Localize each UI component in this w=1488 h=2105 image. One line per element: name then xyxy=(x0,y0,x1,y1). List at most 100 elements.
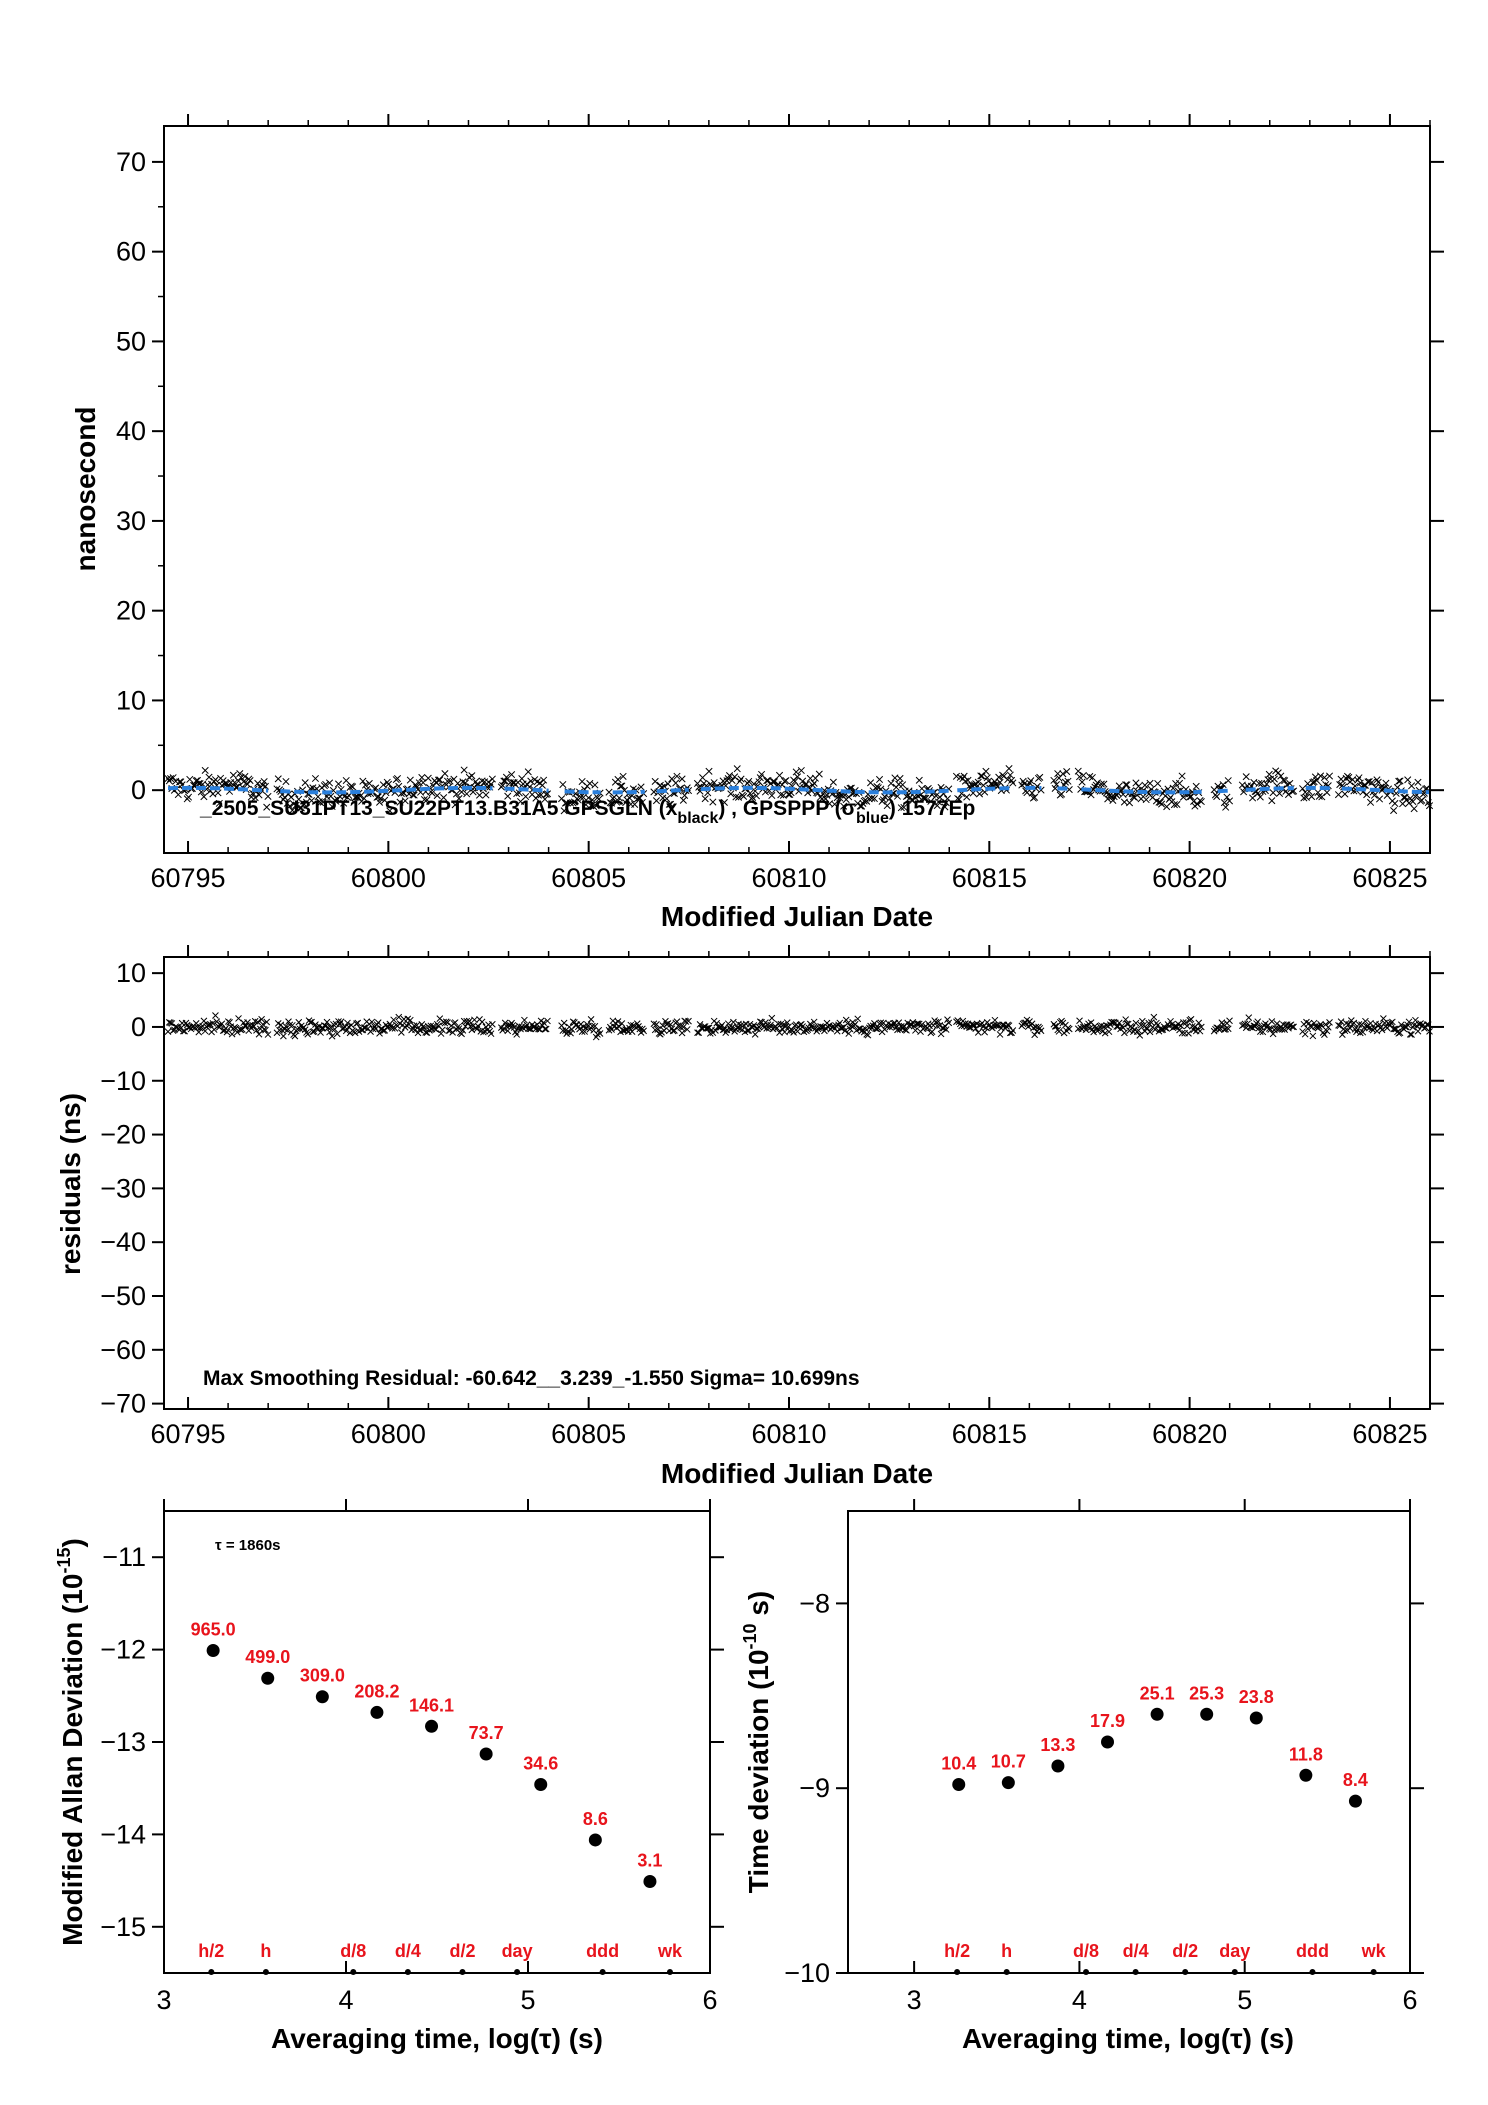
phase-point xyxy=(322,780,330,788)
residual-point xyxy=(1318,1022,1326,1030)
phase-point xyxy=(319,798,327,806)
ppp-trace xyxy=(1217,788,1230,794)
residual-point xyxy=(818,1023,826,1031)
phase-point xyxy=(920,794,928,802)
phase-point xyxy=(1220,799,1228,807)
residual-point xyxy=(337,1018,345,1026)
phase-point xyxy=(1097,780,1105,788)
residual-point xyxy=(654,1026,662,1033)
mdev-point-label: 208.2 xyxy=(354,1681,399,1701)
residual-point xyxy=(347,1021,355,1029)
ppp-trace xyxy=(1341,786,1431,795)
phase-point xyxy=(1079,771,1087,779)
mdev-x-axis-title: Averaging time, log(τ) (s) xyxy=(271,2023,603,2054)
residuals-x-axis-title: Modified Julian Date xyxy=(661,1458,933,1489)
phase-point xyxy=(1254,789,1262,798)
phase-point xyxy=(169,774,177,782)
phase-point xyxy=(482,791,490,799)
phase-point xyxy=(1318,793,1326,801)
residual-point xyxy=(192,1020,200,1027)
residual-point xyxy=(1137,1021,1145,1029)
residual-point xyxy=(660,1027,668,1034)
residual-point xyxy=(1171,1023,1178,1031)
phase-point xyxy=(678,775,686,783)
residual-point xyxy=(536,1026,544,1033)
phase-point xyxy=(261,782,269,790)
x-tick-label: 60825 xyxy=(1352,863,1427,893)
phase-point xyxy=(875,775,884,784)
residuals-summary-annotation: Max Smoothing Residual: -60.642__3.239_-… xyxy=(203,1367,860,1390)
residual-point xyxy=(460,1017,468,1025)
phase-point xyxy=(752,792,761,800)
residual-point xyxy=(782,1022,790,1030)
residual-point xyxy=(439,1026,446,1034)
phase-point xyxy=(274,775,282,783)
residual-point xyxy=(1183,1022,1191,1030)
residual-point xyxy=(228,1030,236,1038)
phase-point xyxy=(731,773,739,781)
phase-point xyxy=(255,791,263,799)
residual-point xyxy=(360,1024,368,1031)
x-tick-label: 6 xyxy=(1402,1985,1417,2015)
phase-point xyxy=(273,785,281,793)
phase-point xyxy=(982,767,990,775)
phase-point xyxy=(899,781,907,789)
phase-point xyxy=(737,775,745,783)
phase-point xyxy=(1225,797,1234,805)
phase-panel: 60795 60800 60805 60810 60815 60820 60825 0 10 20… xyxy=(70,114,1444,932)
residual-point xyxy=(324,1024,332,1031)
phase-point xyxy=(1059,770,1067,778)
residual-point xyxy=(903,1027,910,1034)
phase-point xyxy=(478,777,486,785)
residual-point xyxy=(932,1018,940,1026)
phase-point xyxy=(246,776,254,785)
residual-point xyxy=(673,1018,681,1026)
phase-point xyxy=(1087,791,1095,799)
residual-point xyxy=(1414,1027,1422,1035)
residual-point xyxy=(680,1023,687,1031)
tdev-point-label: 17.9 xyxy=(1090,1711,1125,1731)
ppp-trace xyxy=(167,785,269,793)
residual-point xyxy=(1122,1016,1130,1023)
phase-point xyxy=(524,768,532,776)
phase-point xyxy=(886,794,894,803)
residual-point xyxy=(308,1018,315,1026)
phase-point xyxy=(349,783,357,791)
tdev-point xyxy=(952,1778,966,1792)
phase-point xyxy=(487,780,495,788)
phase-point xyxy=(968,781,976,789)
residual-point xyxy=(1309,1032,1317,1040)
ppp-trace xyxy=(1245,786,1294,792)
phase-point xyxy=(663,795,671,803)
y-tick-label: 70 xyxy=(116,147,146,177)
residual-point xyxy=(262,1026,269,1034)
residual-point xyxy=(1031,1031,1039,1039)
x-tick-label: 3 xyxy=(907,1985,922,2015)
phase-point xyxy=(1037,786,1045,794)
phase-point xyxy=(652,797,661,805)
y-tick-label: −10 xyxy=(100,1066,146,1096)
phase-point xyxy=(1356,779,1364,787)
phase-point xyxy=(452,790,461,798)
residual-point xyxy=(1359,1028,1367,1036)
phase-point xyxy=(186,775,194,783)
residual-point xyxy=(504,1027,512,1035)
y-tick-label: −8 xyxy=(799,1588,830,1618)
phase-point xyxy=(943,795,952,803)
x-tick-label: 60815 xyxy=(952,1419,1027,1449)
phase-point xyxy=(974,778,982,786)
residual-point xyxy=(1254,1018,1262,1026)
residual-point xyxy=(167,1019,174,1027)
residual-point xyxy=(295,1018,303,1026)
phase-point xyxy=(251,794,259,802)
phase-point xyxy=(732,793,740,801)
phase-point xyxy=(286,802,294,810)
residual-point xyxy=(999,1021,1006,1028)
residual-point xyxy=(1135,1027,1142,1034)
phase-point xyxy=(791,777,799,785)
phase-point xyxy=(664,780,672,788)
residual-point xyxy=(280,1032,287,1040)
phase-point xyxy=(1410,805,1418,813)
residual-point xyxy=(640,1027,647,1035)
phase-point xyxy=(614,775,622,784)
